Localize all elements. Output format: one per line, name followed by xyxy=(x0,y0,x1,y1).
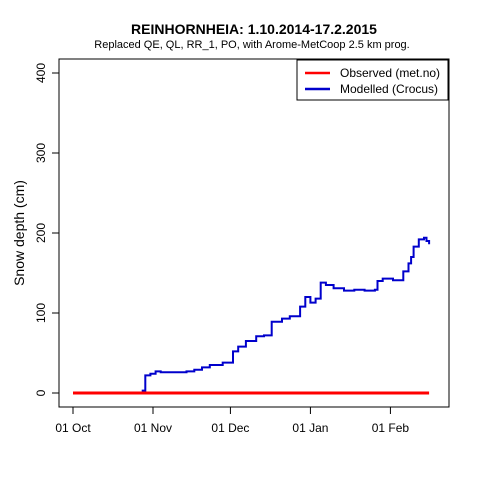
y-tick-label: 300 xyxy=(34,143,48,163)
y-tick-label: 400 xyxy=(34,63,48,83)
modelled-series-line xyxy=(73,236,431,394)
chart-title: REINHORNHEIA: 1.10.2014-17.2.2015 xyxy=(131,21,377,37)
legend-box xyxy=(296,59,449,101)
y-tick-label: 0 xyxy=(34,389,48,396)
chart-subtitle: Replaced QE, QL, RR_1, PO, with Arome-Me… xyxy=(94,39,409,51)
y-tick-label: 200 xyxy=(34,223,48,243)
x-tick-label: 01 Dec xyxy=(211,421,249,435)
x-tick-label: 01 Feb xyxy=(372,421,410,435)
legend-label-observed: Observed (met.no) xyxy=(340,66,440,80)
y-axis-label: Snow depth (cm) xyxy=(11,180,27,286)
x-tick-label: 01 Oct xyxy=(55,421,91,435)
legend: Observed (met.no) Modelled (Crocus) xyxy=(296,59,449,101)
y-axis: 0 100 200 300 400 xyxy=(34,63,60,396)
series-layer xyxy=(73,236,431,395)
x-tick-label: 01 Nov xyxy=(134,421,172,435)
y-tick-label: 100 xyxy=(34,303,48,323)
x-tick-label: 01 Jan xyxy=(292,421,328,435)
legend-label-modelled: Modelled (Crocus) xyxy=(340,82,438,96)
plot-frame xyxy=(58,58,450,408)
x-axis: 01 Oct 01 Nov 01 Dec 01 Jan 01 Feb xyxy=(55,406,410,435)
